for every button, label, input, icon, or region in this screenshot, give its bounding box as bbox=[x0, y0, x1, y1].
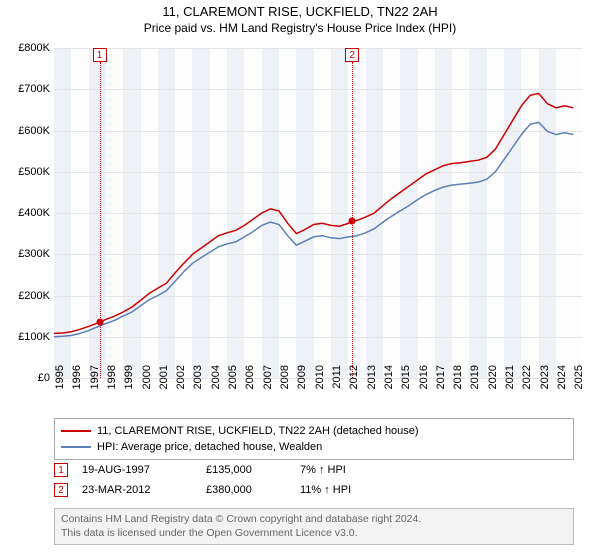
x-axis-label: 1999 bbox=[123, 365, 135, 399]
page-title: 11, CLAREMONT RISE, UCKFIELD, TN22 2AH bbox=[0, 0, 600, 19]
x-axis-label: 2022 bbox=[521, 365, 533, 399]
x-axis-label: 2019 bbox=[469, 365, 481, 399]
x-axis-label: 2020 bbox=[487, 365, 499, 399]
x-axis-label: 2001 bbox=[158, 365, 170, 399]
x-axis-label: 2000 bbox=[141, 365, 153, 399]
x-axis-label: 2015 bbox=[400, 365, 412, 399]
x-axis-label: 2017 bbox=[435, 365, 447, 399]
sale-pct: 7% ↑ HPI bbox=[300, 464, 400, 476]
footer-attribution: Contains HM Land Registry data © Crown c… bbox=[54, 508, 574, 545]
marker-box: 2 bbox=[345, 48, 359, 62]
series-subject bbox=[54, 93, 573, 333]
y-axis-label: £800K bbox=[4, 42, 50, 54]
x-axis-label: 1998 bbox=[106, 365, 118, 399]
x-axis-label: 2023 bbox=[539, 365, 551, 399]
legend-label: 11, CLAREMONT RISE, UCKFIELD, TN22 2AH (… bbox=[97, 425, 419, 437]
x-axis-label: 2006 bbox=[244, 365, 256, 399]
chart: 12 £0£100K£200K£300K£400K£500K£600K£700K… bbox=[54, 48, 582, 378]
x-axis-label: 2005 bbox=[227, 365, 239, 399]
x-axis-label: 2021 bbox=[504, 365, 516, 399]
x-axis-label: 2003 bbox=[192, 365, 204, 399]
marker-vline bbox=[100, 62, 101, 378]
x-axis-label: 2025 bbox=[573, 365, 585, 399]
sale-marker: 2 bbox=[54, 483, 68, 497]
series-hpi bbox=[54, 122, 573, 336]
y-axis-label: £300K bbox=[4, 248, 50, 260]
x-axis-label: 2010 bbox=[314, 365, 326, 399]
legend-item: 11, CLAREMONT RISE, UCKFIELD, TN22 2AH (… bbox=[61, 423, 567, 439]
x-axis-label: 2007 bbox=[262, 365, 274, 399]
x-axis-label: 2008 bbox=[279, 365, 291, 399]
y-axis-label: £100K bbox=[4, 331, 50, 343]
sale-row: 2 23-MAR-2012 £380,000 11% ↑ HPI bbox=[54, 480, 574, 500]
sale-date: 19-AUG-1997 bbox=[82, 464, 192, 476]
x-axis-label: 2002 bbox=[175, 365, 187, 399]
sale-dot bbox=[349, 218, 356, 225]
sale-date: 23-MAR-2012 bbox=[82, 484, 192, 496]
sale-price: £135,000 bbox=[206, 464, 286, 476]
sale-dot bbox=[96, 319, 103, 326]
x-axis-label: 1996 bbox=[71, 365, 83, 399]
sales-table: 1 19-AUG-1997 £135,000 7% ↑ HPI 2 23-MAR-2012… bbox=[54, 460, 574, 500]
legend-swatch bbox=[61, 446, 91, 448]
y-axis-label: £200K bbox=[4, 290, 50, 302]
legend: 11, CLAREMONT RISE, UCKFIELD, TN22 2AH (… bbox=[54, 418, 574, 460]
x-axis-label: 2012 bbox=[348, 365, 360, 399]
y-axis-label: £0 bbox=[4, 372, 50, 384]
x-axis-label: 2011 bbox=[331, 365, 343, 399]
footer-line1: Contains HM Land Registry data © Crown c… bbox=[61, 513, 567, 527]
x-axis-label: 2016 bbox=[418, 365, 430, 399]
x-axis-label: 2013 bbox=[366, 365, 378, 399]
y-axis-label: £700K bbox=[4, 83, 50, 95]
x-axis-label: 1997 bbox=[89, 365, 101, 399]
x-axis-label: 2018 bbox=[452, 365, 464, 399]
footer-line2: This data is licensed under the Open Gov… bbox=[61, 527, 567, 541]
legend-item: HPI: Average price, detached house, Weal… bbox=[61, 439, 567, 455]
x-axis-label: 2014 bbox=[383, 365, 395, 399]
x-axis-label: 2024 bbox=[556, 365, 568, 399]
x-axis-label: 2004 bbox=[210, 365, 222, 399]
sale-marker: 1 bbox=[54, 463, 68, 477]
chart-lines bbox=[54, 48, 582, 378]
legend-label: HPI: Average price, detached house, Weal… bbox=[97, 441, 322, 453]
page-subtitle: Price paid vs. HM Land Registry's House … bbox=[0, 19, 600, 35]
sale-row: 1 19-AUG-1997 £135,000 7% ↑ HPI bbox=[54, 460, 574, 480]
sale-price: £380,000 bbox=[206, 484, 286, 496]
legend-swatch bbox=[61, 430, 91, 432]
x-axis-label: 2009 bbox=[296, 365, 308, 399]
marker-box: 1 bbox=[93, 48, 107, 62]
y-axis-label: £600K bbox=[4, 125, 50, 137]
y-axis-label: £500K bbox=[4, 166, 50, 178]
x-axis-label: 1995 bbox=[54, 365, 66, 399]
sale-pct: 11% ↑ HPI bbox=[300, 484, 400, 496]
y-axis-label: £400K bbox=[4, 207, 50, 219]
